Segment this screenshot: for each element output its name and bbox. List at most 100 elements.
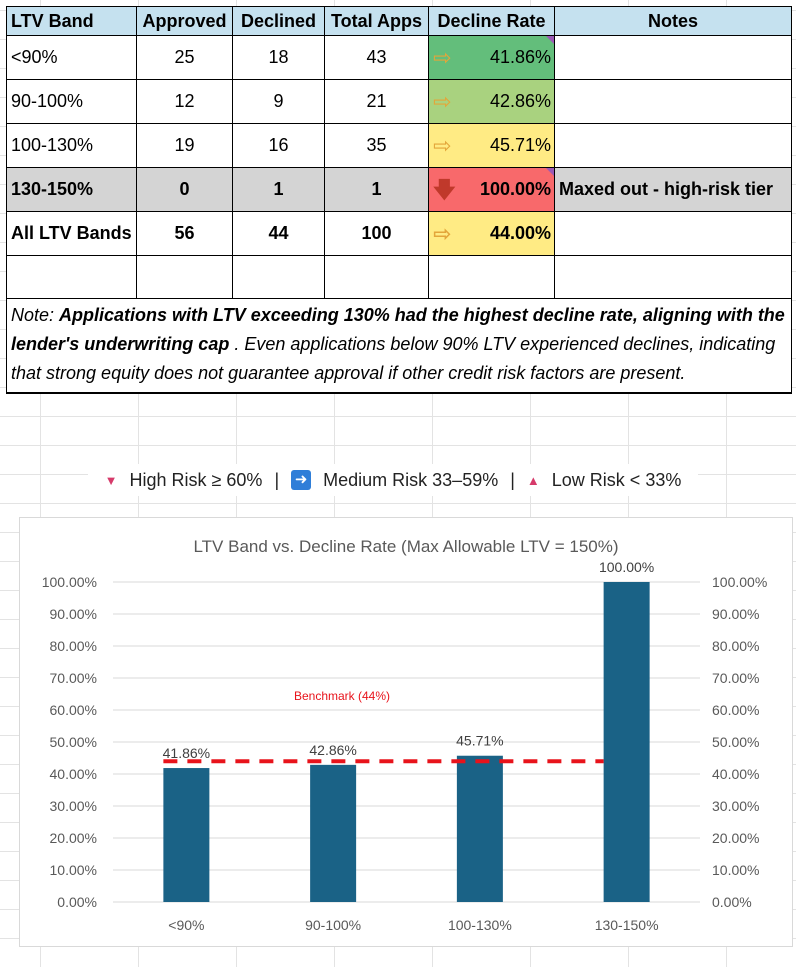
bar-value-label: 100.00%	[599, 559, 654, 575]
cell-declined[interactable]: 1	[232, 167, 325, 212]
risk-legend: ▼ High Risk ≥ 60% | ➜ Medium Risk 33–59%…	[88, 464, 698, 496]
note-prefix: Note:	[11, 305, 60, 325]
chart-bar	[163, 768, 210, 902]
cell-approved[interactable]: 19	[136, 123, 233, 168]
chart-title: LTV Band vs. Decline Rate (Max Allowable…	[193, 537, 618, 556]
chart-canvas: LTV Band vs. Decline Rate (Max Allowable…	[42, 537, 768, 933]
triangle-down-icon: ▼	[104, 472, 118, 488]
table-row: 100-130% 19 16 35 ⇨ 45.71%	[6, 123, 792, 168]
header-approved[interactable]: Approved	[136, 6, 233, 36]
table-header-row: LTV Band Approved Declined Total Apps De…	[6, 6, 792, 36]
table-row: 90-100% 12 9 21 ⇨ 42.86%	[6, 79, 792, 124]
y-axis-tick-label: 80.00%	[50, 638, 97, 654]
cell-notes[interactable]	[554, 35, 792, 80]
comment-indicator[interactable]	[546, 36, 554, 44]
header-total-apps[interactable]: Total Apps	[324, 6, 429, 36]
x-axis-tick-label: 130-150%	[595, 917, 659, 933]
ltv-summary-table: LTV Band Approved Declined Total Apps De…	[6, 6, 792, 394]
decline-rate-value: 42.86%	[489, 91, 551, 111]
y2-axis-tick-label: 60.00%	[712, 702, 759, 718]
benchmark-label: Benchmark (44%)	[294, 689, 390, 703]
cell-decline-rate[interactable]: ⇨ 42.86%	[428, 79, 555, 124]
arrow-right-icon: ⇨	[433, 132, 452, 158]
y-axis-tick-label: 0.00%	[57, 894, 97, 910]
y-axis-tick-label: 100.00%	[42, 574, 97, 590]
cell-decline-rate[interactable]: ⇨ 44.00%	[428, 211, 555, 256]
cell-total-apps[interactable]: 1	[324, 167, 429, 212]
decline-rate-value: 100.00%	[479, 179, 551, 199]
cell-approved[interactable]: 56	[136, 211, 233, 256]
cell-notes[interactable]	[554, 123, 792, 168]
cell-ltv-band[interactable]: All LTV Bands	[6, 211, 137, 256]
legend-separator: |	[510, 469, 515, 490]
decline-rate-value: 41.86%	[489, 47, 551, 67]
table-row: <90% 25 18 43 ⇨ 41.86%	[6, 35, 792, 80]
bar-value-label: 45.71%	[456, 733, 503, 749]
y2-axis-tick-label: 100.00%	[712, 574, 767, 590]
empty-cell[interactable]	[428, 255, 555, 299]
y2-axis-tick-label: 10.00%	[712, 862, 759, 878]
arrow-right-icon: ⇨	[433, 88, 452, 114]
cell-total-apps[interactable]: 43	[324, 35, 429, 80]
empty-cell[interactable]	[554, 255, 792, 299]
cell-declined[interactable]: 18	[232, 35, 325, 80]
header-declined[interactable]: Declined	[232, 6, 325, 36]
comment-indicator[interactable]	[546, 168, 554, 176]
y-axis-tick-label: 70.00%	[50, 670, 97, 686]
cell-decline-rate[interactable]: ⇨ 41.86%	[428, 35, 555, 80]
note-cell[interactable]: Note: Applications with LTV exceeding 13…	[6, 298, 792, 394]
cell-declined[interactable]: 16	[232, 123, 325, 168]
empty-cell[interactable]	[232, 255, 325, 299]
decline-rate-chart[interactable]: LTV Band vs. Decline Rate (Max Allowable…	[19, 517, 793, 947]
note-body: . Even applications below 90% LTV experi…	[11, 334, 776, 383]
y2-axis-tick-label: 90.00%	[712, 606, 759, 622]
cell-ltv-band[interactable]: 100-130%	[6, 123, 137, 168]
cell-total-apps[interactable]: 35	[324, 123, 429, 168]
table-row: All LTV Bands 56 44 100 ⇨ 44.00%	[6, 211, 792, 256]
legend-medium-risk: Medium Risk 33–59%	[323, 469, 499, 490]
y-axis-tick-label: 20.00%	[50, 830, 97, 846]
decline-rate-value: 44.00%	[489, 223, 551, 243]
chart-bar	[456, 755, 503, 902]
cell-ltv-band[interactable]: <90%	[6, 35, 137, 80]
bar-value-label: 41.86%	[163, 745, 210, 761]
table-row: 130-150% 0 1 1 🡇 100.00% Maxed out - high-risk…	[6, 167, 792, 212]
cell-approved[interactable]: 12	[136, 79, 233, 124]
empty-cell[interactable]	[136, 255, 233, 299]
y-axis-tick-label: 40.00%	[50, 766, 97, 782]
note-row: Note: Applications with LTV exceeding 13…	[6, 298, 792, 394]
empty-row	[6, 255, 792, 299]
header-decline-rate[interactable]: Decline Rate	[428, 6, 555, 36]
x-axis-tick-label: 90-100%	[305, 917, 361, 933]
y-axis-tick-label: 90.00%	[50, 606, 97, 622]
cell-decline-rate[interactable]: ⇨ 45.71%	[428, 123, 555, 168]
y-axis-tick-label: 30.00%	[50, 798, 97, 814]
header-ltv-band[interactable]: LTV Band	[6, 6, 137, 36]
cell-ltv-band[interactable]: 90-100%	[6, 79, 137, 124]
cell-declined[interactable]: 44	[232, 211, 325, 256]
cell-notes[interactable]	[554, 79, 792, 124]
header-notes[interactable]: Notes	[554, 6, 792, 36]
y2-axis-tick-label: 20.00%	[712, 830, 759, 846]
note-emphasis: Applications with LTV exceeding 130% had…	[11, 305, 785, 354]
y-axis-tick-label: 60.00%	[50, 702, 97, 718]
cell-approved[interactable]: 0	[136, 167, 233, 212]
cell-total-apps[interactable]: 100	[324, 211, 429, 256]
y2-axis-tick-label: 40.00%	[712, 766, 759, 782]
y-axis-tick-label: 10.00%	[50, 862, 97, 878]
y-axis-tick-label: 50.00%	[50, 734, 97, 750]
table-body: <90% 25 18 43 ⇨ 41.86% 90-100% 12 9 21 ⇨ 42.86% 100-…	[6, 35, 792, 394]
cell-ltv-band[interactable]: 130-150%	[6, 167, 137, 212]
cell-declined[interactable]: 9	[232, 79, 325, 124]
y2-axis-tick-label: 80.00%	[712, 638, 759, 654]
empty-cell[interactable]	[6, 255, 137, 299]
cell-decline-rate[interactable]: 🡇 100.00%	[428, 167, 555, 212]
x-axis-tick-label: 100-130%	[448, 917, 512, 933]
empty-cell[interactable]	[324, 255, 429, 299]
decline-rate-value: 45.71%	[489, 135, 551, 155]
cell-total-apps[interactable]: 21	[324, 79, 429, 124]
cell-notes[interactable]	[554, 211, 792, 256]
arrow-down-icon: 🡇	[433, 176, 456, 202]
cell-approved[interactable]: 25	[136, 35, 233, 80]
cell-notes[interactable]: Maxed out - high-risk tier	[554, 167, 792, 212]
